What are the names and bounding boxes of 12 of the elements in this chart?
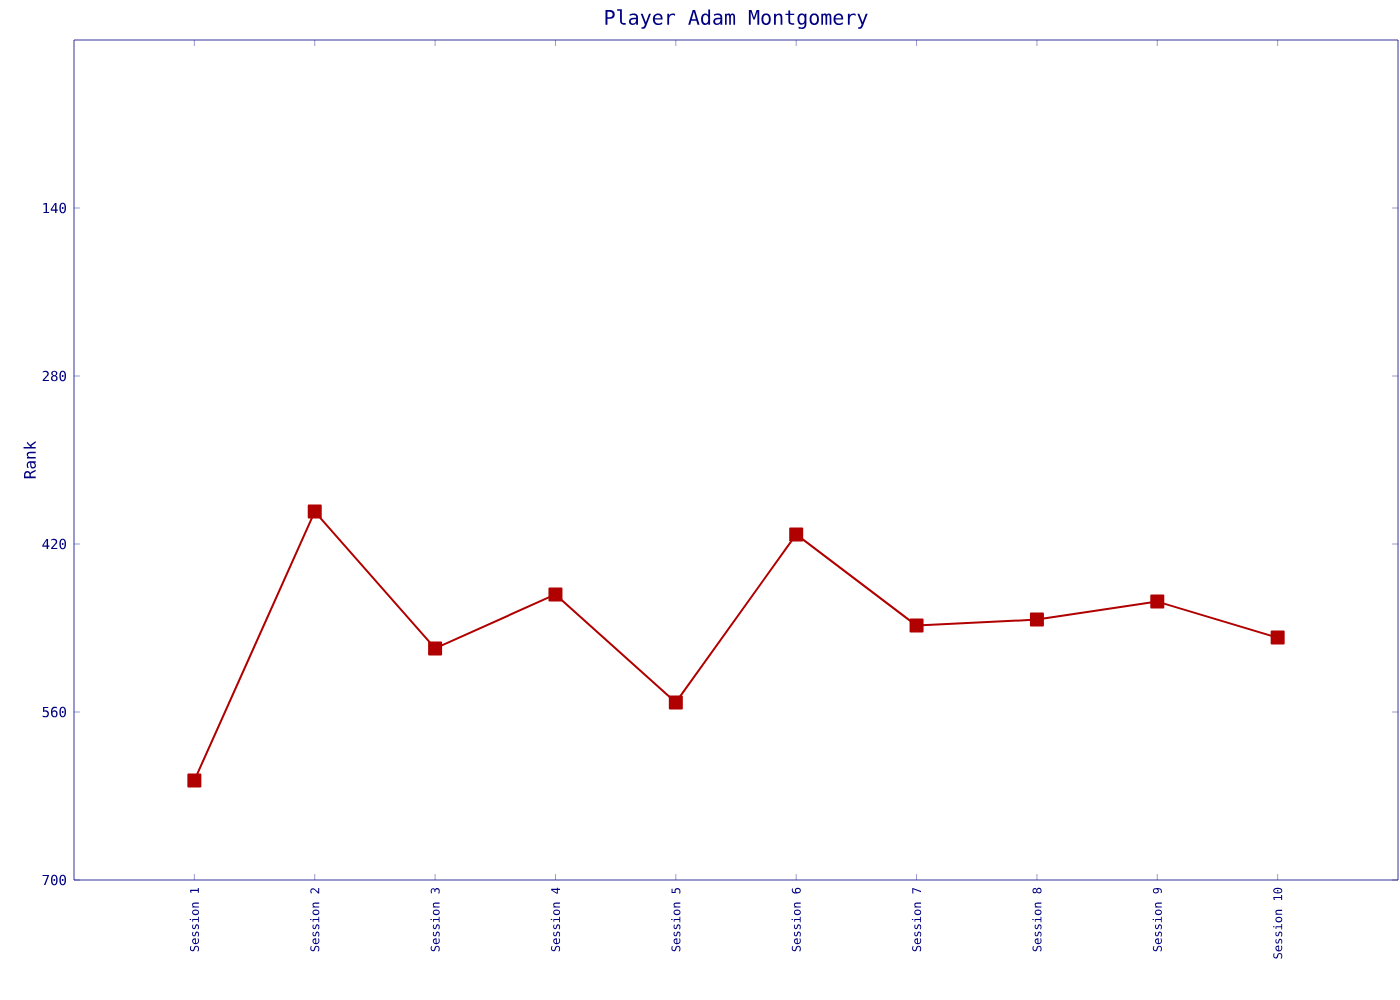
point — [909, 618, 924, 633]
point — [1029, 612, 1044, 627]
point — [187, 773, 202, 788]
chart-title: Player Adam Montgomery — [605, 9, 868, 29]
point — [1270, 630, 1285, 645]
point — [307, 504, 322, 519]
point — [428, 641, 443, 656]
point — [789, 527, 804, 542]
point — [548, 587, 563, 602]
y-axis-title: Rank — [23, 441, 36, 479]
point — [1150, 594, 1165, 609]
point — [668, 695, 683, 710]
